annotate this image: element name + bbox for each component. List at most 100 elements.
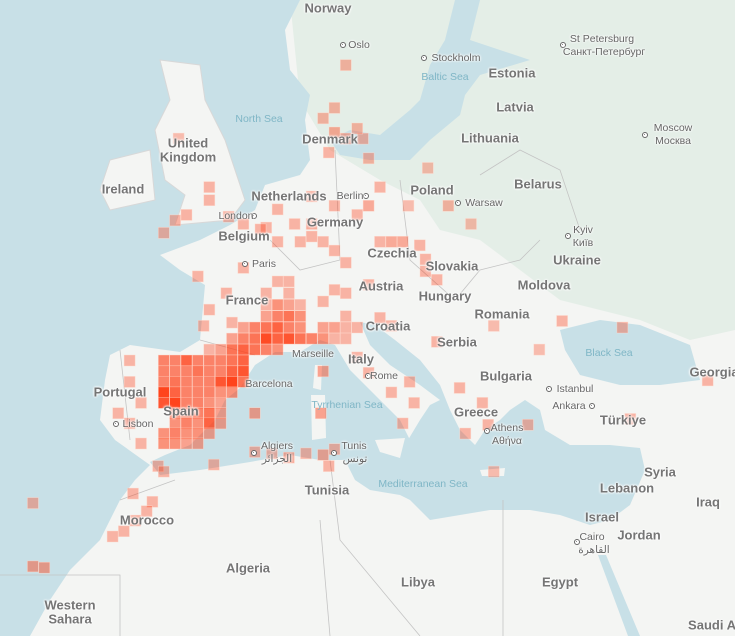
density-cell: [203, 194, 216, 206]
density-cell: [351, 122, 364, 135]
density-cell: [396, 236, 409, 248]
density-cell: [328, 284, 341, 296]
density-cell: [237, 354, 250, 367]
city-dot-icon: [113, 421, 119, 427]
density-cell: [140, 505, 153, 518]
density-cell: [254, 223, 267, 236]
density-cell: [169, 437, 181, 450]
density-cell: [339, 310, 352, 323]
corsica: [313, 365, 322, 390]
density-cell: [317, 449, 329, 461]
density-cell: [624, 413, 637, 425]
density-cell: [158, 465, 170, 478]
density-cell: [385, 236, 398, 248]
crete: [480, 468, 505, 476]
density-cell: [271, 343, 284, 356]
density-cell: [27, 560, 39, 573]
city-dot-icon: [363, 193, 369, 199]
density-cell: [220, 287, 233, 300]
density-cell: [214, 365, 227, 378]
density-cell: [271, 310, 284, 323]
density-cell: [158, 437, 170, 450]
density-cell: [487, 465, 500, 478]
density-cell: [226, 332, 238, 345]
density-cell: [317, 332, 329, 345]
density-cell: [260, 287, 273, 300]
city-dot-icon: [642, 132, 648, 138]
density-cell: [419, 253, 432, 266]
density-cell: [208, 458, 220, 471]
density-cell: [271, 321, 284, 334]
city-dot-icon: [565, 233, 571, 239]
density-cell: [271, 332, 284, 345]
density-cell: [421, 162, 434, 174]
density-cell: [339, 332, 352, 345]
density-cell: [158, 427, 170, 440]
city-dot-icon: [251, 450, 257, 456]
density-cell: [396, 417, 409, 430]
density-cell: [283, 332, 295, 345]
density-cell: [203, 386, 216, 399]
city-dot-icon: [242, 261, 248, 267]
density-cell: [135, 397, 147, 409]
density-cell: [180, 209, 193, 221]
density-cell: [431, 335, 443, 348]
density-cell: [192, 437, 204, 450]
density-cell: [180, 354, 193, 367]
density-cell: [271, 236, 284, 248]
density-cell: [362, 200, 375, 212]
density-cell: [442, 200, 455, 212]
density-cell: [158, 376, 170, 388]
density-cell: [237, 321, 250, 334]
density-cell: [249, 321, 261, 334]
baltic-sea: [330, 0, 530, 160]
density-cell: [129, 514, 142, 527]
density-cell: [203, 417, 216, 430]
density-cell: [123, 417, 136, 430]
city-dot-icon: [365, 373, 371, 379]
density-cell: [192, 417, 204, 430]
density-cell: [169, 407, 181, 420]
density-cell: [322, 460, 335, 472]
density-cell: [180, 397, 193, 409]
density-cell: [237, 332, 250, 345]
sardinia: [311, 395, 326, 440]
density-cell: [112, 407, 124, 420]
density-cell: [294, 298, 307, 311]
density-cell: [226, 376, 238, 388]
city-dot-icon: [574, 539, 580, 545]
atlantic-ocean: [0, 0, 310, 636]
density-cell: [351, 351, 364, 364]
density-cell: [294, 236, 307, 248]
density-cell: [214, 354, 227, 367]
density-cell: [172, 132, 185, 145]
density-cell: [465, 218, 477, 230]
density-cell: [403, 376, 416, 388]
density-cell: [203, 365, 216, 378]
density-cell: [214, 386, 227, 399]
density-cell: [271, 275, 284, 288]
density-cell: [339, 256, 352, 269]
density-cell: [237, 218, 250, 230]
density-cell: [701, 374, 714, 387]
density-cell: [266, 447, 278, 460]
density-cell: [158, 397, 170, 409]
density-cell: [214, 343, 227, 356]
density-cell: [197, 320, 210, 332]
density-cell: [556, 315, 568, 327]
density-cell: [180, 417, 193, 430]
density-cell: [283, 451, 295, 464]
density-cell: [271, 203, 284, 216]
density-cell: [27, 497, 39, 509]
density-cell: [169, 214, 181, 227]
density-cell: [522, 418, 534, 431]
density-cell: [328, 102, 341, 114]
density-cell: [237, 343, 250, 356]
density-cell: [317, 112, 329, 125]
density-cell: [317, 236, 329, 248]
density-cell: [616, 321, 629, 334]
black-sea: [560, 320, 700, 385]
density-cell: [38, 561, 51, 574]
great-britain: [154, 59, 246, 226]
